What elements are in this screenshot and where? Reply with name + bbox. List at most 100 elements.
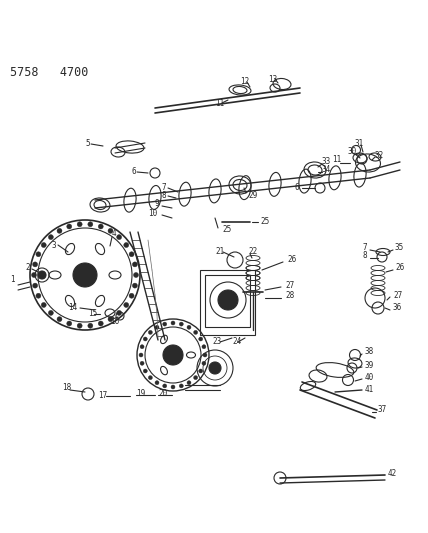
Circle shape (36, 252, 41, 257)
Circle shape (73, 263, 97, 287)
Circle shape (88, 323, 93, 328)
Text: 29: 29 (248, 190, 257, 199)
Text: 30: 30 (348, 148, 357, 157)
Circle shape (155, 325, 159, 329)
Text: 3: 3 (52, 240, 56, 249)
Text: 20: 20 (158, 389, 167, 398)
Text: 32: 32 (375, 150, 384, 159)
Text: 22: 22 (248, 247, 257, 256)
Text: 9: 9 (155, 199, 160, 208)
Circle shape (132, 283, 137, 288)
Text: 39: 39 (365, 361, 374, 370)
Text: 1: 1 (10, 276, 15, 285)
Text: 19: 19 (136, 389, 145, 398)
Circle shape (48, 235, 54, 240)
Text: 10: 10 (148, 208, 157, 217)
Circle shape (149, 376, 152, 379)
Circle shape (140, 345, 144, 349)
Circle shape (132, 262, 137, 267)
Text: 7: 7 (162, 183, 166, 192)
Circle shape (202, 345, 206, 349)
Text: 36: 36 (393, 303, 402, 312)
Circle shape (116, 235, 122, 240)
Text: 24: 24 (232, 337, 241, 346)
Text: 18: 18 (62, 384, 71, 392)
Text: 27: 27 (285, 280, 294, 289)
Circle shape (36, 293, 41, 298)
Bar (200, 270, 255, 335)
Text: 11: 11 (215, 99, 224, 108)
Text: 28: 28 (285, 292, 294, 301)
Circle shape (98, 224, 103, 229)
Circle shape (108, 317, 113, 322)
Text: 6: 6 (295, 183, 300, 192)
Text: 34: 34 (322, 166, 331, 174)
Text: 8: 8 (162, 191, 166, 200)
Circle shape (171, 321, 175, 325)
Circle shape (187, 381, 191, 385)
Circle shape (140, 361, 144, 365)
Text: 25: 25 (260, 217, 269, 227)
Circle shape (38, 271, 46, 279)
Circle shape (32, 272, 36, 278)
Circle shape (41, 302, 46, 308)
Circle shape (33, 262, 38, 267)
Text: 6: 6 (132, 167, 137, 176)
Circle shape (108, 228, 113, 233)
Circle shape (203, 353, 207, 357)
Text: 16: 16 (110, 318, 119, 327)
Text: 5758   4700: 5758 4700 (10, 66, 88, 78)
Circle shape (149, 330, 152, 334)
Circle shape (187, 325, 191, 329)
Circle shape (41, 243, 46, 247)
Circle shape (163, 322, 167, 326)
Circle shape (57, 228, 62, 233)
Text: 37: 37 (378, 406, 387, 415)
Circle shape (116, 310, 122, 316)
Circle shape (98, 321, 103, 326)
Text: 4: 4 (112, 229, 116, 238)
Circle shape (155, 381, 159, 385)
Circle shape (193, 376, 198, 379)
Circle shape (209, 362, 221, 374)
Circle shape (179, 322, 183, 326)
Circle shape (129, 293, 134, 298)
Circle shape (77, 323, 82, 328)
Text: 15: 15 (88, 310, 97, 319)
Text: 42: 42 (388, 470, 397, 479)
Text: 25: 25 (222, 225, 231, 235)
Text: 26: 26 (287, 255, 296, 264)
Circle shape (202, 361, 206, 365)
Text: 14: 14 (68, 303, 77, 312)
Text: 2: 2 (25, 263, 30, 272)
Circle shape (48, 310, 54, 316)
Text: 27: 27 (393, 290, 402, 300)
Circle shape (199, 337, 203, 341)
Circle shape (143, 369, 147, 373)
Circle shape (134, 272, 139, 278)
Text: 13: 13 (268, 75, 277, 84)
Text: 26: 26 (395, 263, 404, 272)
Circle shape (143, 337, 147, 341)
Circle shape (67, 224, 72, 229)
Text: 40: 40 (365, 374, 374, 383)
Circle shape (77, 222, 82, 227)
Circle shape (179, 384, 183, 388)
Text: 21: 21 (215, 247, 224, 256)
Circle shape (171, 385, 175, 389)
Circle shape (88, 222, 93, 227)
Text: 12: 12 (240, 77, 249, 86)
Circle shape (163, 384, 167, 388)
Text: 11: 11 (332, 156, 341, 165)
Text: 8: 8 (363, 252, 368, 261)
Text: 7: 7 (363, 244, 368, 253)
Circle shape (163, 345, 183, 365)
Text: 31: 31 (355, 139, 364, 148)
Circle shape (193, 330, 198, 334)
Circle shape (199, 369, 203, 373)
Text: 17: 17 (98, 391, 107, 400)
Text: 23: 23 (212, 337, 221, 346)
Bar (205, 275, 250, 327)
Text: 35: 35 (395, 244, 404, 253)
Circle shape (124, 302, 129, 308)
